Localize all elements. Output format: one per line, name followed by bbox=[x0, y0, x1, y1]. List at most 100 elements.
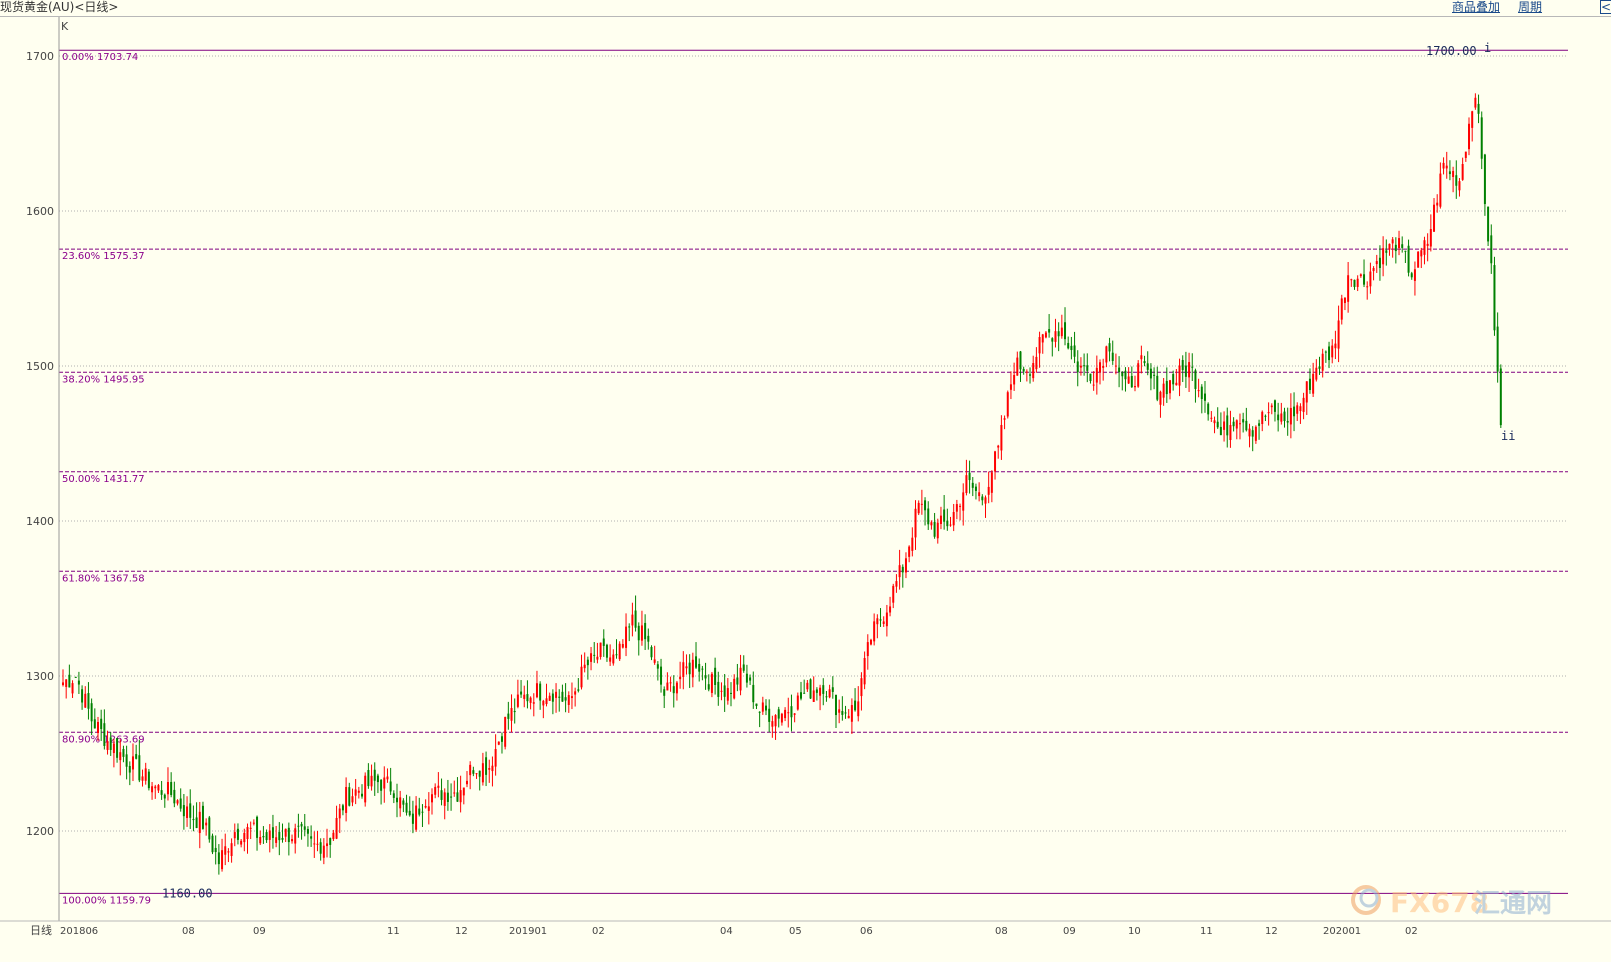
candle-body bbox=[1035, 356, 1038, 370]
candle-body bbox=[227, 851, 230, 853]
candle-body bbox=[1413, 269, 1416, 281]
candle-body bbox=[924, 500, 927, 511]
candle-body bbox=[615, 654, 618, 656]
candle-body bbox=[542, 700, 545, 706]
candle-body bbox=[1296, 405, 1299, 414]
candle-body bbox=[1114, 365, 1117, 367]
candle-body bbox=[1404, 250, 1407, 252]
candle-body bbox=[879, 619, 882, 621]
candle-body bbox=[529, 697, 532, 703]
candle-body bbox=[221, 850, 224, 870]
candle-body bbox=[1366, 286, 1369, 288]
candle-body bbox=[1464, 151, 1467, 158]
candle-body bbox=[386, 776, 389, 780]
candle-body bbox=[351, 796, 354, 803]
candle-body bbox=[1006, 392, 1009, 417]
candle-body bbox=[1286, 420, 1289, 423]
fibonacci-levels: 0.00% 1703.74 23.60% 1575.37 38.20% 1495.9… bbox=[59, 49, 1568, 906]
candle-body bbox=[570, 696, 573, 699]
low-price-annotation: 1160.00 bbox=[162, 886, 213, 900]
candle-body bbox=[173, 789, 176, 804]
candle-body bbox=[892, 585, 895, 603]
candle-body bbox=[297, 825, 300, 827]
candle-body bbox=[535, 683, 538, 698]
candle-body bbox=[415, 805, 418, 830]
candle-body bbox=[695, 656, 698, 668]
candle-body bbox=[631, 614, 634, 626]
candle-body bbox=[1321, 353, 1324, 371]
candle-body bbox=[87, 693, 90, 709]
candle-body bbox=[440, 790, 443, 800]
candle-body bbox=[1229, 424, 1232, 441]
candle-body bbox=[370, 775, 373, 787]
candle-body bbox=[895, 581, 898, 587]
candle-body bbox=[1280, 413, 1283, 422]
candle-body bbox=[590, 653, 593, 662]
candle-body bbox=[478, 770, 481, 777]
candle-body bbox=[548, 695, 551, 701]
candle-body bbox=[666, 682, 669, 691]
candle-body bbox=[481, 763, 484, 783]
overlay-commodity-link[interactable]: 商品叠加 bbox=[1452, 0, 1501, 14]
candle-body bbox=[717, 681, 720, 697]
candle-body bbox=[1270, 405, 1273, 408]
candle-body bbox=[1127, 376, 1130, 384]
candle-body bbox=[1200, 386, 1203, 400]
candle-body bbox=[551, 693, 554, 702]
candle-body bbox=[402, 800, 405, 805]
candle-body bbox=[714, 667, 717, 685]
candle-body bbox=[609, 657, 612, 662]
svg-text:FX678: FX678 bbox=[1390, 886, 1489, 919]
candle-body bbox=[605, 644, 608, 658]
candle-body bbox=[1025, 371, 1028, 373]
candle-body bbox=[561, 691, 564, 702]
x-tick-label: 09 bbox=[1063, 926, 1076, 937]
candle-body bbox=[943, 509, 946, 522]
chevron-left-icon[interactable]: < bbox=[1600, 0, 1611, 14]
candle-body bbox=[1302, 397, 1305, 412]
candle-body bbox=[959, 505, 962, 507]
candle-body bbox=[1226, 415, 1229, 436]
candle-body bbox=[796, 695, 799, 710]
candle-body bbox=[1019, 351, 1022, 370]
candle-body bbox=[128, 765, 131, 773]
candle-body bbox=[154, 786, 157, 789]
candle-body bbox=[294, 828, 297, 844]
candle-body bbox=[1496, 326, 1499, 372]
candle-body bbox=[593, 654, 596, 656]
candle-body bbox=[1261, 411, 1264, 425]
candle-body bbox=[345, 786, 348, 813]
candle-body bbox=[1312, 373, 1315, 394]
candle-body bbox=[1375, 261, 1378, 265]
candle-body bbox=[1207, 403, 1210, 415]
candle-body bbox=[1083, 365, 1086, 367]
candle-body bbox=[310, 836, 313, 839]
candle-body bbox=[186, 806, 189, 818]
candle-body bbox=[742, 664, 745, 671]
candle-body bbox=[1181, 360, 1184, 371]
candle-body bbox=[141, 776, 144, 781]
candle-body bbox=[491, 765, 494, 772]
candle-body bbox=[1372, 268, 1375, 272]
candle-body bbox=[96, 721, 99, 734]
candle-body bbox=[1067, 342, 1070, 349]
candle-body bbox=[1168, 380, 1171, 394]
candle-body bbox=[138, 755, 141, 781]
candle-body bbox=[1156, 375, 1159, 400]
candle-body bbox=[688, 662, 691, 675]
candle-body bbox=[911, 537, 914, 551]
candle-body bbox=[160, 790, 163, 795]
candle-body bbox=[1423, 240, 1426, 255]
candle-body bbox=[1258, 423, 1261, 426]
candle-body bbox=[81, 689, 84, 703]
candle-body bbox=[1461, 164, 1464, 180]
candle-body bbox=[361, 793, 364, 797]
x-tick-label: 12 bbox=[455, 926, 468, 937]
x-tick-label: 08 bbox=[995, 926, 1008, 937]
period-link[interactable]: 周期 bbox=[1518, 0, 1543, 14]
candle-body bbox=[516, 694, 519, 707]
candle-body bbox=[841, 711, 844, 715]
candle-body bbox=[1013, 374, 1016, 385]
x-tick-label: 201901 bbox=[509, 926, 547, 937]
